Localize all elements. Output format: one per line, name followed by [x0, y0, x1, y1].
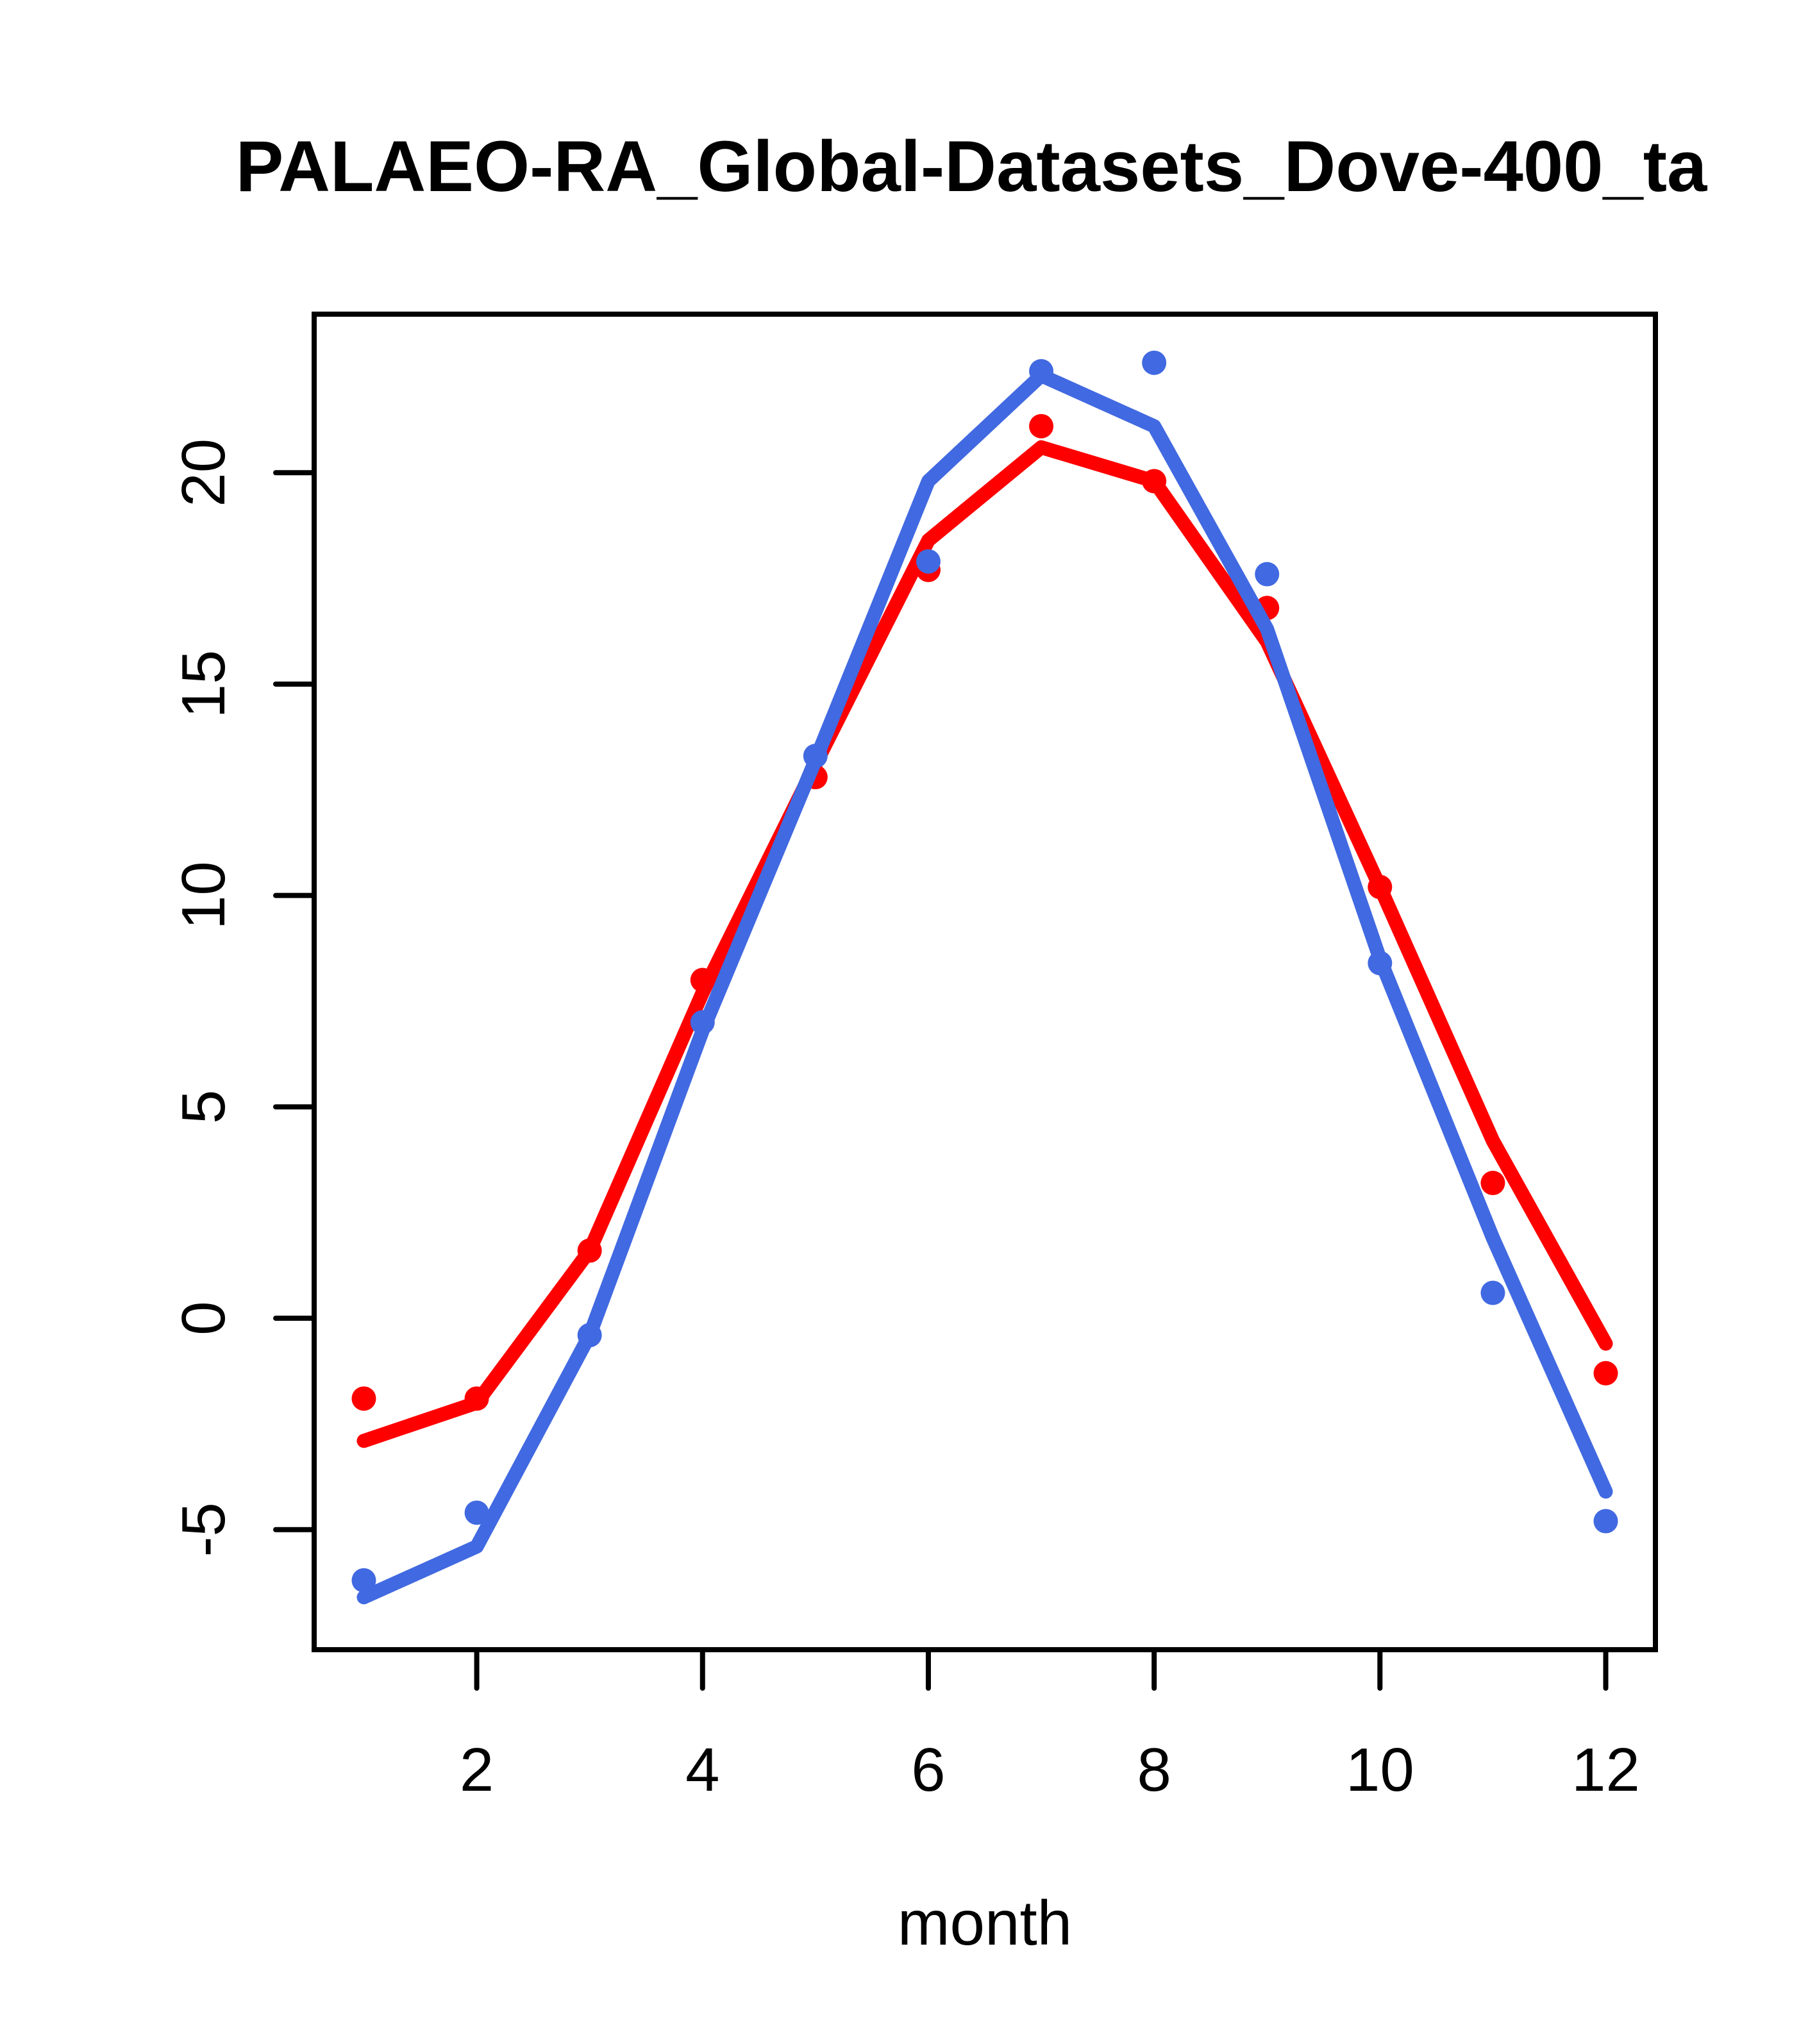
- y-tick-label: 5: [169, 1090, 238, 1124]
- x-axis-label: month: [898, 1888, 1072, 1958]
- blue-point: [1593, 1509, 1618, 1534]
- red-point: [690, 968, 715, 993]
- chart-title: PALAEO-RA_Global-Datasets_Dove-400_ta: [236, 126, 1707, 206]
- red-points: [351, 414, 1618, 1411]
- red-point: [1029, 414, 1054, 439]
- red-point: [464, 1386, 489, 1411]
- x-tick-label: 6: [911, 1736, 945, 1804]
- red-point: [577, 1238, 602, 1263]
- blue-point: [803, 744, 828, 769]
- data-series: [351, 350, 1618, 1605]
- blue-point: [1480, 1280, 1505, 1305]
- y-tick-label: 15: [169, 650, 238, 719]
- x-tick-label: 12: [1571, 1736, 1640, 1804]
- y-tick-label: -5: [169, 1502, 238, 1557]
- axes: 2 4 6 8 10 12 -5 0 5 10 15 20: [169, 312, 1658, 1804]
- blue-point: [1029, 359, 1054, 384]
- blue-points: [351, 350, 1618, 1593]
- y-tick-label: 10: [169, 861, 238, 930]
- x-tick-label: 10: [1346, 1736, 1414, 1804]
- red-point: [351, 1386, 376, 1411]
- plot-box: [312, 312, 1658, 1652]
- x-tick-label: 4: [685, 1736, 719, 1804]
- blue-point: [351, 1568, 376, 1593]
- red-point: [1480, 1171, 1505, 1196]
- blue-point: [1142, 350, 1167, 375]
- y-tick-label: 20: [169, 439, 238, 507]
- blue-point: [1368, 951, 1393, 976]
- red-point: [1593, 1361, 1618, 1386]
- blue-point: [577, 1323, 602, 1348]
- y-tick-label: 0: [169, 1301, 238, 1335]
- blue-line: [356, 368, 1613, 1605]
- blue-point: [916, 549, 941, 574]
- x-tick-label: 8: [1137, 1736, 1171, 1804]
- blue-point: [1255, 562, 1280, 587]
- x-tick-label: 2: [460, 1736, 494, 1804]
- blue-point: [690, 1010, 715, 1035]
- red-point: [1142, 469, 1167, 494]
- blue-point: [464, 1500, 489, 1525]
- red-point: [1368, 875, 1393, 900]
- red-line: [356, 440, 1613, 1448]
